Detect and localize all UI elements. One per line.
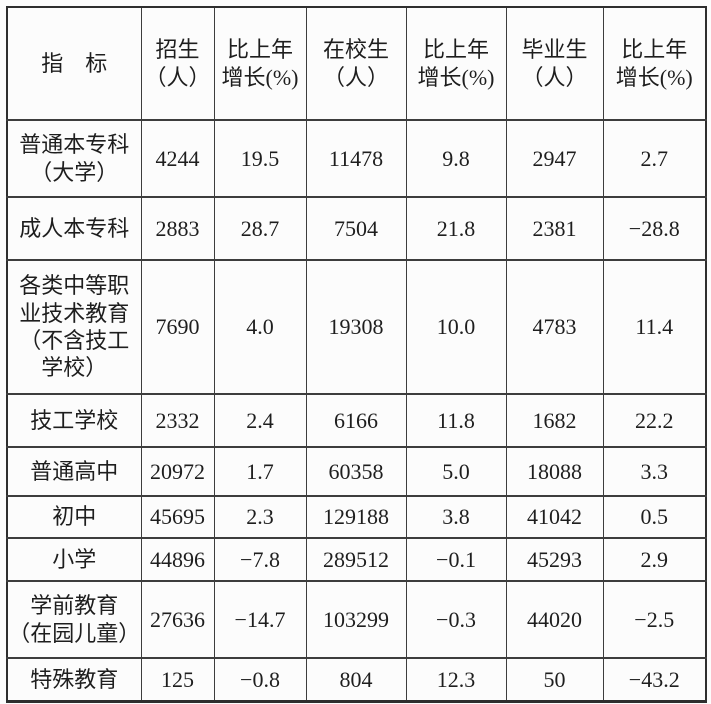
value-cell: 3.8 <box>405 495 506 538</box>
value-cell: 10.0 <box>405 259 506 394</box>
value-cell: 2381 <box>505 196 603 260</box>
value-cell: 22.2 <box>602 393 706 447</box>
value-cell: 21.8 <box>405 196 506 260</box>
value-cell: 3.3 <box>602 446 706 496</box>
value-cell: 12.3 <box>405 657 506 701</box>
value-cell: −0.8 <box>213 657 306 701</box>
table-row: 普通高中 20972 1.7 60358 5.0 18088 3.3 <box>7 446 706 496</box>
indicator-column-header: 指 标 <box>41 50 108 76</box>
value-cell: 19.5 <box>213 119 306 197</box>
value-cell: 50 <box>505 657 603 701</box>
value-cell: 44896 <box>140 537 214 581</box>
row-label: 成人本专科 <box>7 196 141 260</box>
value-cell: 0.5 <box>602 495 706 538</box>
row-label: 普通高中 <box>7 446 141 496</box>
table-row: 技工学校 2332 2.4 6166 11.8 1682 22.2 <box>7 393 706 447</box>
value-cell: −2.5 <box>602 580 706 658</box>
column-header: 比上年 增长(%) <box>405 7 506 120</box>
value-cell: 11478 <box>305 119 406 197</box>
value-cell: 4244 <box>140 119 214 197</box>
value-cell: 129188 <box>305 495 406 538</box>
column-header: 招生 （人） <box>140 7 214 120</box>
value-cell: 2883 <box>140 196 214 260</box>
row-label: 各类中等职 业技术教育 （不含技工 学校） <box>7 259 141 394</box>
row-label: 初中 <box>7 495 141 538</box>
value-cell: 804 <box>305 657 406 701</box>
row-label: 普通本专科 （大学） <box>7 119 141 197</box>
value-cell: 6166 <box>305 393 406 447</box>
value-cell: 125 <box>140 657 214 701</box>
value-cell: 1682 <box>505 393 603 447</box>
value-cell: 2.3 <box>213 495 306 538</box>
value-cell: 2.9 <box>602 537 706 581</box>
column-header: 在校生 （人） <box>305 7 406 120</box>
column-header: 比上年 增长(%) <box>602 7 706 120</box>
table-row: 小学 44896 −7.8 289512 −0.1 45293 2.9 <box>7 537 706 581</box>
value-cell: 45293 <box>505 537 603 581</box>
value-cell: 28.7 <box>213 196 306 260</box>
value-cell: −14.7 <box>213 580 306 658</box>
value-cell: 289512 <box>305 537 406 581</box>
table-row: 学前教育 （在园儿童） 27636 −14.7 103299 −0.3 44020 −2.5 <box>7 580 706 658</box>
value-cell: 9.8 <box>405 119 506 197</box>
value-cell: 4783 <box>505 259 603 394</box>
header-row: 指 标 招生 （人） 比上年 增长(%) 在校生 （人） 比上年 增长(%) 毕业生 （… <box>7 7 706 120</box>
value-cell: 11.8 <box>405 393 506 447</box>
value-cell: 2.7 <box>602 119 706 197</box>
value-cell: 45695 <box>140 495 214 538</box>
value-cell: 7504 <box>305 196 406 260</box>
column-header: 比上年 增长(%) <box>213 7 306 120</box>
row-label: 技工学校 <box>7 393 141 447</box>
column-header: 毕业生 （人） <box>505 7 603 120</box>
table-row: 普通本专科 （大学） 4244 19.5 11478 9.8 2947 2.7 <box>7 119 706 197</box>
education-statistics-table: 指 标 招生 （人） 比上年 增长(%) 在校生 （人） 比上年 增长(%) 毕业生 （… <box>6 6 707 703</box>
value-cell: 1.7 <box>213 446 306 496</box>
value-cell: −28.8 <box>602 196 706 260</box>
value-cell: −0.1 <box>405 537 506 581</box>
value-cell: 2947 <box>505 119 603 197</box>
value-cell: −43.2 <box>602 657 706 701</box>
row-label: 学前教育 （在园儿童） <box>7 580 141 658</box>
value-cell: 18088 <box>505 446 603 496</box>
table-row: 特殊教育 125 −0.8 804 12.3 50 −43.2 <box>7 657 706 701</box>
value-cell: 103299 <box>305 580 406 658</box>
value-cell: 11.4 <box>602 259 706 394</box>
value-cell: 20972 <box>140 446 214 496</box>
value-cell: −0.3 <box>405 580 506 658</box>
value-cell: 4.0 <box>213 259 306 394</box>
table-row: 各类中等职 业技术教育 （不含技工 学校） 7690 4.0 19308 10.0 478… <box>7 259 706 394</box>
value-cell: 41042 <box>505 495 603 538</box>
value-cell: 7690 <box>140 259 214 394</box>
value-cell: −7.8 <box>213 537 306 581</box>
table-body: 普通本专科 （大学） 4244 19.5 11478 9.8 2947 2.7 成人本专科 28… <box>7 119 706 701</box>
row-label: 特殊教育 <box>7 657 141 701</box>
table-row: 成人本专科 2883 28.7 7504 21.8 2381 −28.8 <box>7 196 706 260</box>
value-cell: 5.0 <box>405 446 506 496</box>
value-cell: 44020 <box>505 580 603 658</box>
value-cell: 60358 <box>305 446 406 496</box>
value-cell: 2332 <box>140 393 214 447</box>
row-label: 小学 <box>7 537 141 581</box>
table-row: 初中 45695 2.3 129188 3.8 41042 0.5 <box>7 495 706 538</box>
value-cell: 27636 <box>140 580 214 658</box>
value-cell: 19308 <box>305 259 406 394</box>
value-cell: 2.4 <box>213 393 306 447</box>
